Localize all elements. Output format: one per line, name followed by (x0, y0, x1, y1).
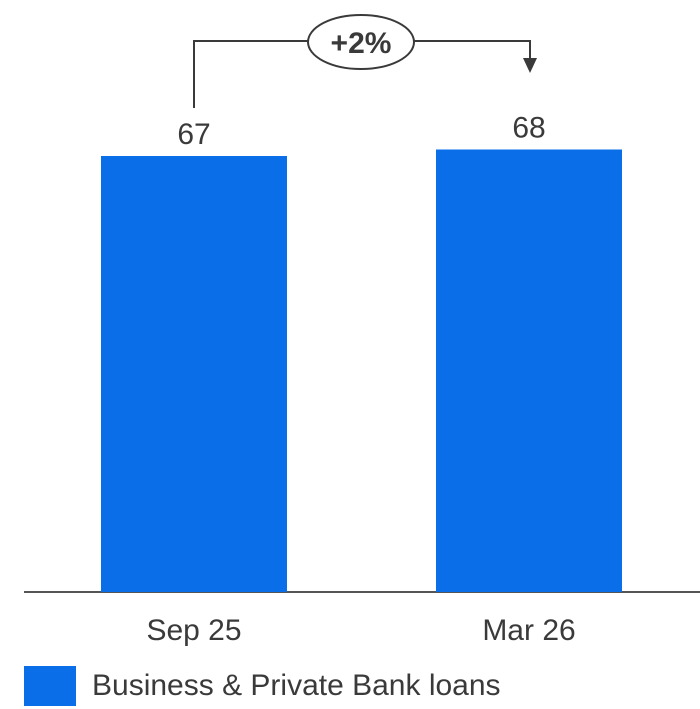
legend-swatch (24, 666, 76, 706)
x-tick-label: Mar 26 (482, 614, 575, 647)
bar-sep-25 (101, 156, 287, 592)
data-label-mar-26: 68 (512, 111, 545, 144)
annotation-bubble (307, 14, 415, 70)
bar-mar-26 (436, 149, 622, 592)
annotation-arrowhead (523, 58, 537, 73)
data-label-sep-25: 67 (177, 118, 210, 151)
growth-annotation: +2% (193, 14, 537, 108)
legend-label: Business & Private Bank loans (92, 669, 501, 702)
annotation-text: +2% (331, 27, 392, 60)
legend: Business & Private Bank loans (24, 666, 501, 706)
x-tick-label: Sep 25 (146, 614, 241, 647)
